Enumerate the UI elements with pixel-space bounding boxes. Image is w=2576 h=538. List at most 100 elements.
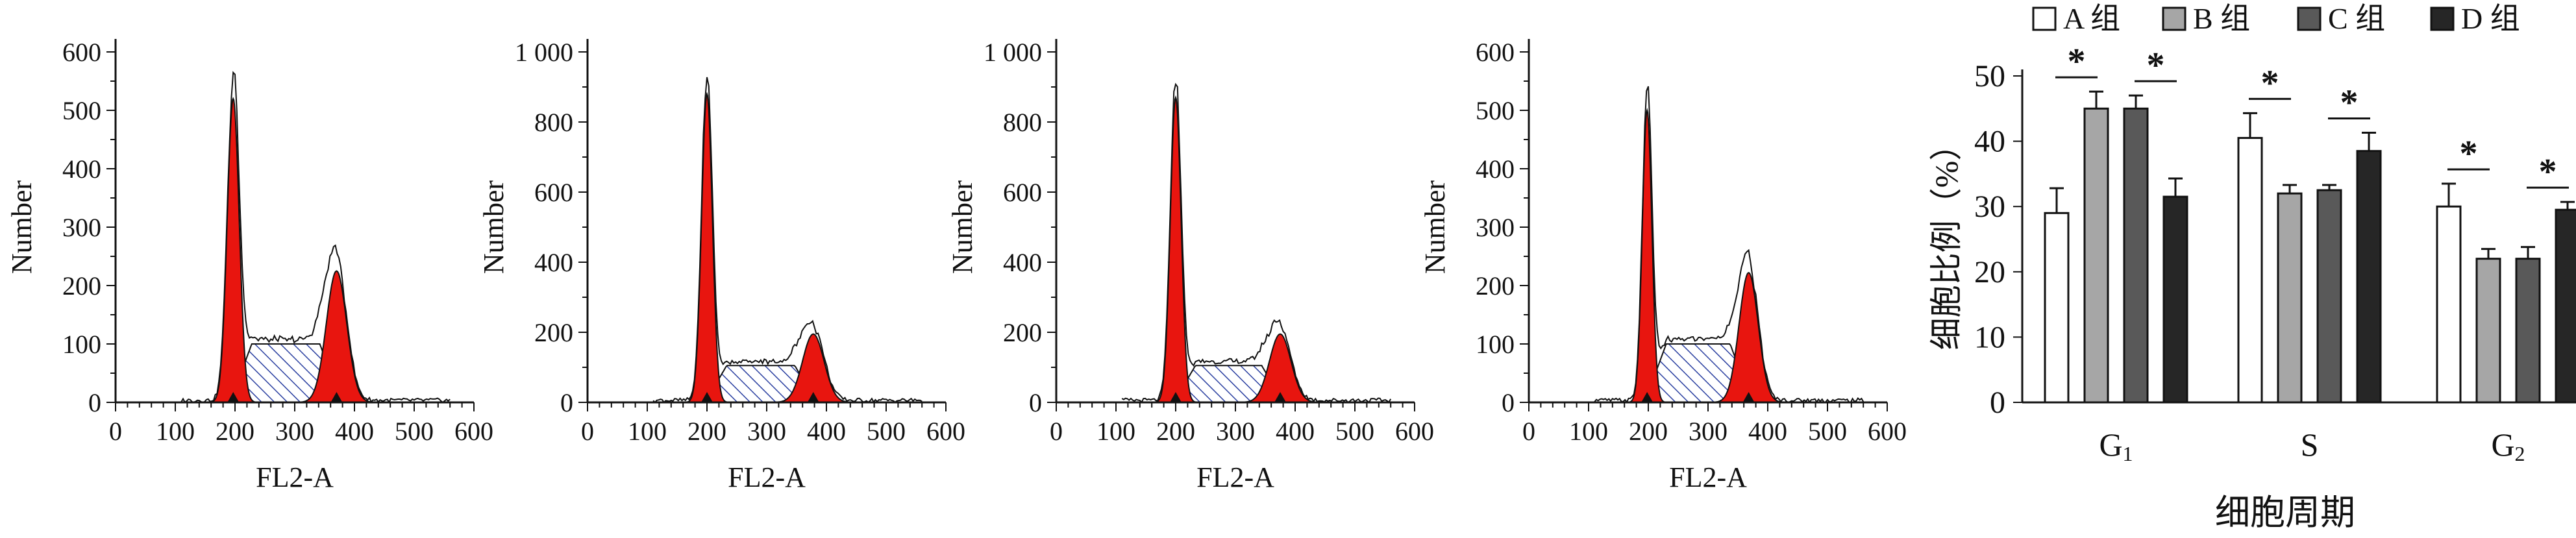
x-tick-label: 300 [1689, 417, 1728, 446]
raw-data-outline [180, 71, 451, 404]
significance-star: * [2539, 152, 2557, 192]
significance-star: * [2261, 63, 2279, 103]
y-tick-label: 1 000 [515, 38, 573, 67]
y-tick-label: 400 [534, 248, 573, 277]
x-tick-label: 100 [1096, 417, 1135, 446]
legend-swatch-1 [2032, 6, 2057, 31]
bar-G1-2 [2083, 107, 2109, 404]
y-tick-label: 0 [1029, 388, 1042, 417]
y-tick-label: 0 [1502, 388, 1515, 417]
x-tick-label: 500 [867, 417, 906, 446]
bar-G2-4 [2555, 208, 2576, 404]
histogram-panel-4: 0 100 200 300 400 500 600 0 100 200 300 400 500 600 FL… [1419, 38, 1907, 493]
x-tick-label: 300 [275, 417, 314, 446]
bar-G2-2 [2475, 258, 2501, 404]
x-axis-label: FL2-A [256, 461, 334, 493]
peak-marker-2 [1742, 392, 1755, 402]
raw-data-outline [652, 77, 923, 404]
x-tick-label: 400 [807, 417, 846, 446]
y-tick-label: 1 000 [984, 38, 1042, 67]
y-tick-label: 0 [560, 388, 573, 417]
y-tick-label: 400 [62, 154, 101, 184]
x-tick-label: 600 [926, 417, 965, 446]
peak-marker-2 [1274, 392, 1286, 402]
category-label-G2: G2 [2491, 426, 2525, 465]
y-axis-label: Number [478, 180, 510, 275]
x-tick-label: 600 [1395, 417, 1434, 446]
y-tick-label: 200 [534, 318, 573, 347]
y-tick-label: 500 [62, 96, 101, 125]
bar-y-tick-label: 20 [1974, 255, 2005, 289]
y-axis-label: Number [1419, 180, 1451, 275]
peak-marker-2 [330, 392, 343, 402]
x-tick-label: 500 [1808, 417, 1847, 446]
significance-star: * [2147, 45, 2165, 86]
y-tick-label: 200 [1003, 318, 1042, 347]
bar-G1-1 [2044, 212, 2070, 404]
y-tick-label: 500 [1476, 96, 1515, 125]
bar-G2-1 [2436, 205, 2462, 404]
bar-y-tick-label: 40 [1974, 125, 2005, 159]
x-tick-label: 300 [747, 417, 786, 446]
category-label-S: S [2301, 426, 2319, 463]
bar-S-4 [2356, 150, 2382, 404]
x-tick-label: 600 [1868, 417, 1907, 446]
bar-y-tick-label: 50 [1974, 59, 2005, 93]
significance-star: * [2068, 42, 2086, 82]
category-main: G [2491, 426, 2514, 463]
y-tick-label: 600 [62, 38, 101, 67]
legend-label-2: B 组 [2193, 2, 2250, 35]
bar-S-1 [2237, 137, 2263, 404]
peak-marker-1 [1641, 392, 1653, 402]
x-tick-label: 200 [216, 417, 254, 446]
y-tick-label: 0 [88, 388, 101, 417]
x-tick-label: 100 [1569, 417, 1608, 446]
y-axis-label: Number [947, 180, 978, 275]
bar-y-axis-label: 细胞比例（%） [1928, 128, 1964, 350]
peak-marker-1 [701, 392, 713, 402]
flow-histograms: 0 100 200 300 400 500 600 0 100 200 300 400 500 600 FL… [6, 38, 1907, 493]
y-tick-label: 200 [62, 271, 101, 300]
peak-marker-1 [227, 392, 240, 402]
legend-swatch-3 [2297, 6, 2322, 31]
y-tick-label: 800 [1003, 108, 1042, 137]
y-tick-label: 200 [1476, 271, 1515, 300]
y-tick-label: 100 [1476, 330, 1515, 359]
raw-data-outline [1121, 82, 1392, 404]
category-main: G [2099, 426, 2122, 463]
histogram-panel-1: 0 100 200 300 400 500 600 0 100 200 300 400 500 600 FL… [6, 38, 493, 493]
y-tick-label: 600 [1476, 38, 1515, 67]
y-tick-label: 400 [1476, 154, 1515, 184]
x-tick-label: 0 [1050, 417, 1063, 446]
y-axis-label: Number [6, 180, 38, 275]
x-tick-label: 400 [335, 417, 374, 446]
bar-x-axis-label: 细胞周期 [2215, 493, 2355, 532]
x-axis-label: FL2-A [1669, 461, 1747, 493]
bar-y-tick-label: 10 [1974, 320, 2005, 354]
x-tick-label: 0 [109, 417, 122, 446]
y-tick-label: 100 [62, 330, 101, 359]
x-axis-label: FL2-A [728, 461, 806, 493]
bar-G1-3 [2123, 107, 2149, 404]
peak-marker-1 [1170, 392, 1182, 402]
legend-swatch-4 [2430, 6, 2455, 31]
x-tick-label: 200 [1156, 417, 1195, 446]
x-tick-label: 0 [1522, 417, 1535, 446]
x-tick-label: 300 [1216, 417, 1255, 446]
x-tick-label: 400 [1748, 417, 1787, 446]
x-tick-label: 100 [156, 417, 195, 446]
x-tick-label: 0 [581, 417, 594, 446]
y-tick-label: 600 [534, 178, 573, 207]
bar-S-2 [2277, 192, 2303, 404]
category-subscript: 2 [2515, 442, 2525, 465]
x-tick-label: 200 [1629, 417, 1668, 446]
category-main: S [2301, 426, 2319, 463]
peak-marker-2 [807, 392, 819, 402]
x-tick-label: 100 [628, 417, 667, 446]
x-tick-label: 500 [1335, 417, 1374, 446]
x-tick-label: 500 [395, 417, 434, 446]
y-tick-label: 800 [534, 108, 573, 137]
legend-label-1: A 组 [2063, 2, 2120, 35]
